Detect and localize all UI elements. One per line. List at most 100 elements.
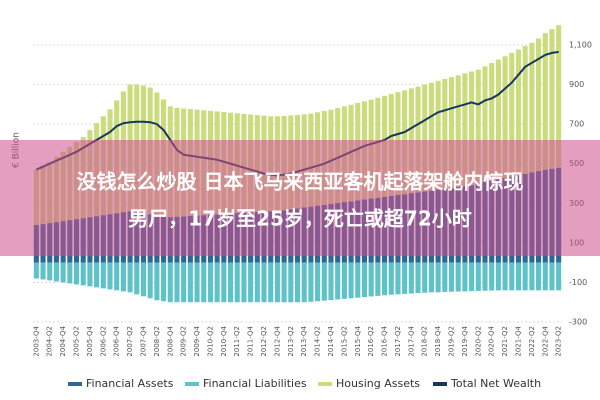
bar	[469, 71, 475, 186]
bar	[100, 262, 106, 289]
legend-label: Housing Assets	[336, 377, 420, 390]
bar	[53, 262, 59, 282]
bar	[268, 262, 274, 303]
bar	[402, 262, 408, 294]
bar	[94, 262, 100, 288]
bar	[154, 262, 160, 301]
x-tick-label: 2021-Q2	[501, 326, 509, 357]
bar	[375, 262, 381, 296]
bar	[321, 262, 327, 301]
bar	[281, 262, 287, 303]
bar	[214, 262, 220, 303]
bar	[489, 262, 495, 291]
x-tick-label: 2008-Q4	[166, 325, 174, 356]
x-tick-label: 2006-Q2	[99, 326, 107, 357]
bar	[522, 46, 528, 174]
bar	[529, 262, 535, 291]
bar	[174, 262, 180, 303]
bar	[482, 66, 488, 183]
x-tick-label: 2014-Q4	[327, 325, 335, 356]
legend-swatch	[433, 382, 447, 386]
x-tick-label: 2008-Q2	[153, 326, 161, 357]
bar	[556, 25, 562, 168]
bar	[542, 33, 548, 170]
legend-swatch	[68, 382, 82, 386]
bar	[382, 262, 388, 296]
bar	[536, 262, 542, 291]
bar	[395, 262, 401, 295]
bar	[181, 262, 187, 303]
bar	[509, 262, 515, 291]
x-tick-label: 2018-Q4	[434, 325, 442, 356]
x-tick-label: 2010-Q4	[220, 325, 228, 356]
bar	[415, 86, 421, 193]
bar	[448, 77, 455, 188]
legend-label: Financial Liabilities	[203, 377, 307, 390]
x-tick-label: 2021-Q4	[514, 325, 522, 356]
bar	[120, 262, 126, 292]
legend-label: Financial Assets	[86, 377, 174, 390]
bar	[422, 84, 428, 192]
bar	[388, 262, 394, 295]
legend-label: Total Net Wealth	[450, 377, 541, 390]
bar	[495, 262, 501, 291]
legend-swatch	[318, 382, 332, 386]
bar	[549, 262, 555, 291]
bar	[227, 262, 234, 303]
bar	[241, 262, 247, 303]
bar	[60, 262, 66, 283]
bar	[515, 262, 522, 291]
bar	[489, 63, 495, 181]
bar	[462, 262, 468, 292]
bar	[187, 262, 193, 303]
bar	[194, 262, 200, 303]
bar	[469, 262, 475, 292]
bar	[422, 262, 428, 293]
x-tick-label: 2009-Q2	[180, 326, 188, 357]
bar	[107, 262, 113, 290]
bar	[254, 262, 260, 303]
x-tick-label: 2018-Q2	[421, 326, 429, 357]
bar	[502, 262, 508, 291]
x-tick-label: 2016-Q2	[367, 326, 375, 357]
x-tick-label: 2019-Q2	[448, 326, 456, 357]
bar	[509, 52, 515, 177]
bar	[335, 262, 341, 300]
bar	[140, 262, 147, 297]
bar	[368, 262, 374, 297]
y-tick-label: 1,100	[569, 41, 592, 50]
bar	[415, 262, 421, 294]
x-tick-label: 2010-Q2	[206, 326, 214, 357]
overlay-text: 没钱怎么炒股 日本飞马来西亚客机起落架舱内惊现	[77, 170, 524, 194]
overlay-text: 男尸，17岁至25岁，死亡或超72小时	[128, 207, 472, 231]
x-tick-label: 2012-Q4	[273, 325, 281, 356]
bar	[408, 262, 414, 294]
bar	[448, 262, 455, 292]
bar	[442, 79, 448, 189]
x-tick-label: 2005-Q4	[86, 325, 94, 356]
x-tick-label: 2020-Q2	[474, 326, 482, 357]
bar	[482, 262, 488, 291]
bar	[80, 262, 86, 286]
bar	[67, 262, 73, 284]
x-tick-label: 2022-Q2	[528, 326, 536, 357]
bar	[294, 262, 301, 303]
bar	[529, 42, 535, 173]
bar	[234, 262, 240, 303]
x-tick-label: 2013-Q2	[287, 326, 295, 357]
bar	[114, 262, 120, 291]
bar	[288, 262, 294, 303]
bar	[428, 82, 434, 191]
overlay-banner	[0, 140, 600, 256]
bar	[167, 262, 173, 303]
x-tick-label: 2019-Q4	[461, 325, 469, 356]
x-tick-label: 2015-Q2	[340, 326, 348, 357]
bar	[522, 262, 528, 291]
bar	[355, 262, 361, 298]
x-tick-label: 2015-Q4	[354, 325, 362, 356]
x-tick-label: 2004-Q4	[59, 325, 67, 356]
y-tick-label: -300	[569, 318, 587, 327]
bar	[127, 262, 133, 293]
y-tick-label: 900	[569, 80, 584, 89]
bar	[361, 262, 368, 298]
